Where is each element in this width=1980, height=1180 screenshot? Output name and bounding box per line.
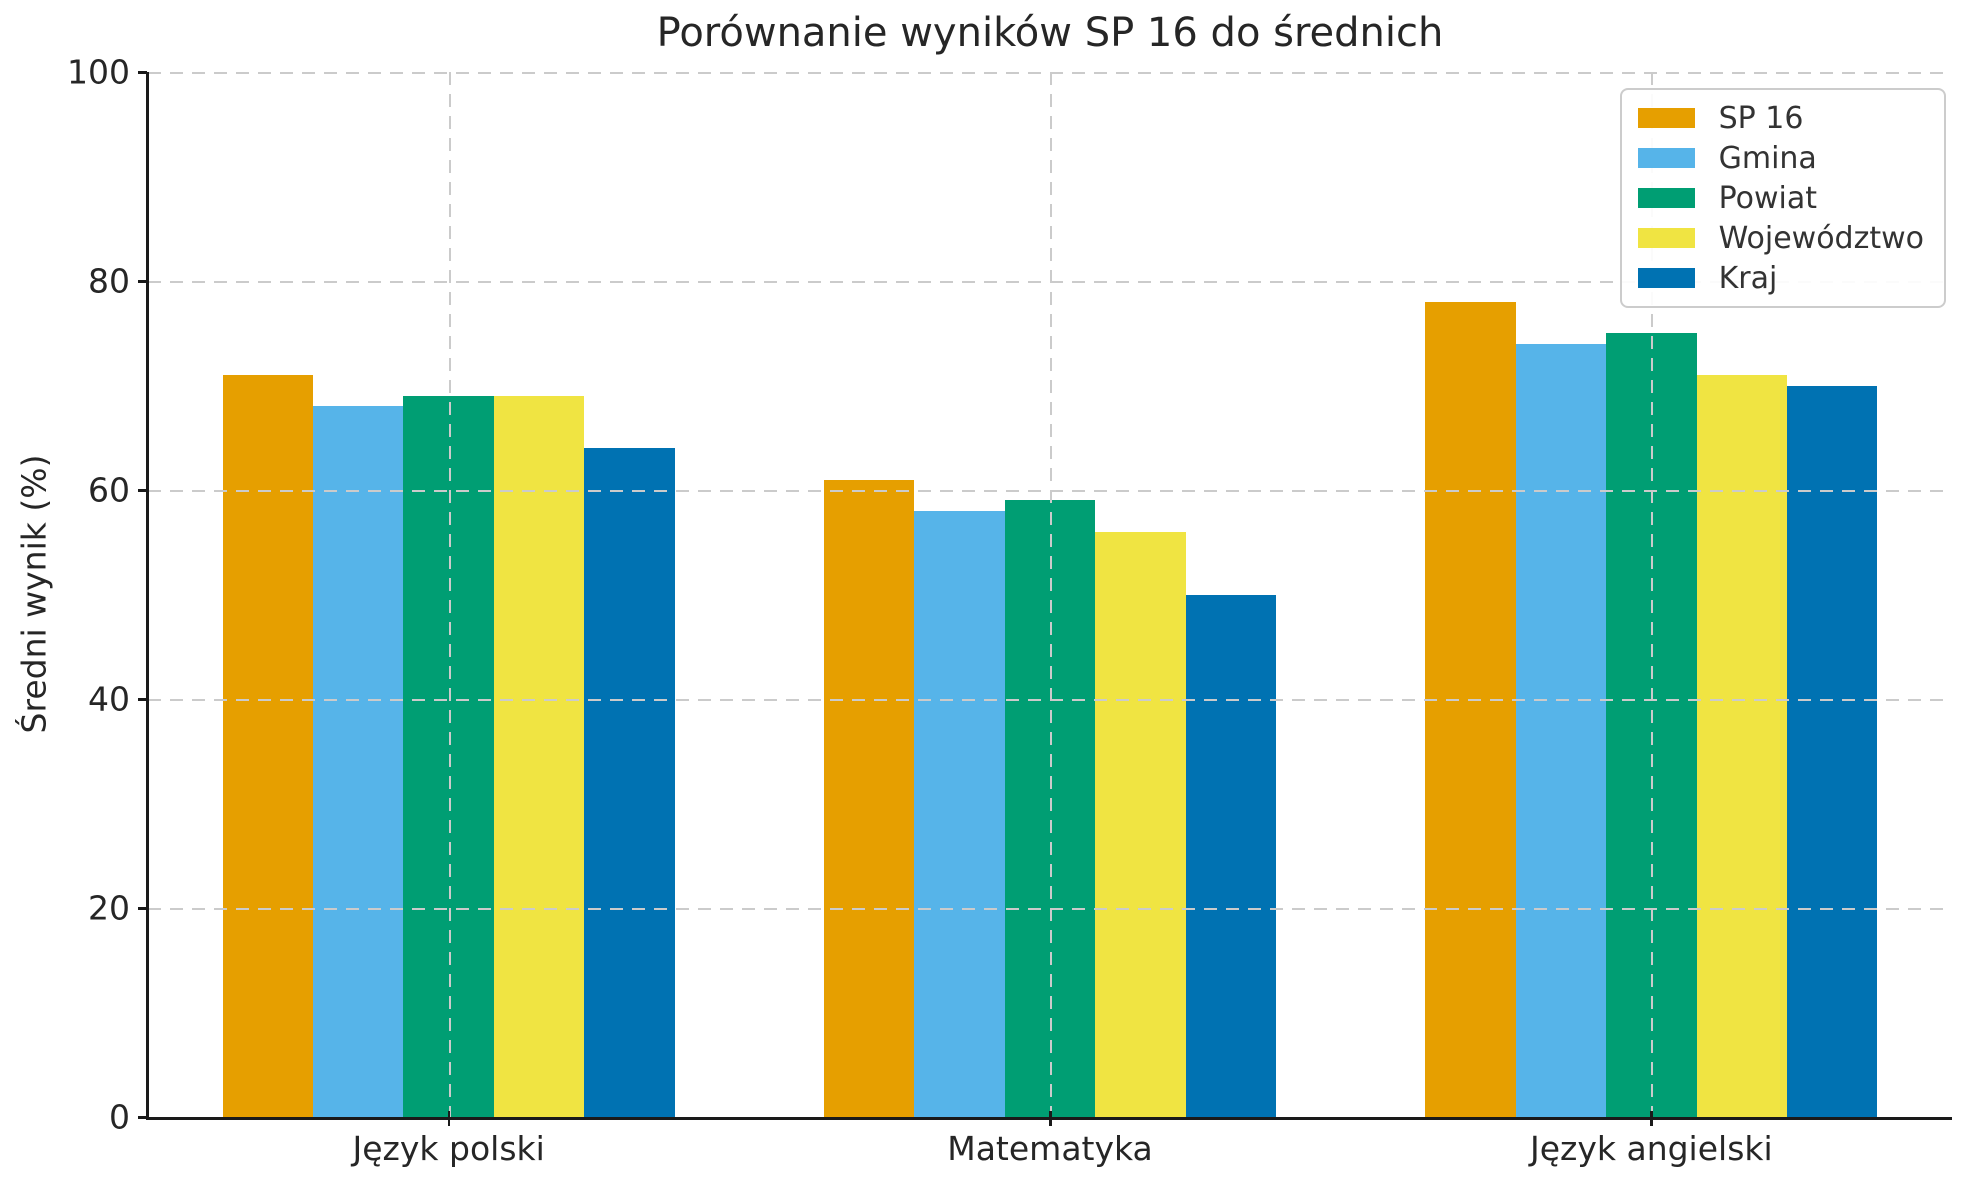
- ytick-label-40: 40: [88, 679, 130, 719]
- bar-województwo-matematyka: [1095, 531, 1186, 1117]
- ytick-label-100: 100: [67, 52, 130, 92]
- legend-swatch-sp-16: [1637, 108, 1695, 128]
- legend-swatch-gmina: [1637, 148, 1695, 168]
- xtick-label-język-angielski: Język angielski: [1529, 1129, 1773, 1168]
- ytick-mark-40: [138, 698, 147, 701]
- legend-label-sp-16: SP 16: [1718, 100, 1804, 136]
- legend-swatch-kraj: [1637, 268, 1695, 288]
- ytick-mark-100: [138, 71, 147, 74]
- xtick-label-matematyka: Matematyka: [947, 1129, 1153, 1168]
- bar-sp-16-język-polski: [222, 375, 314, 1117]
- bar-województwo-język-polski: [493, 395, 585, 1117]
- legend-item-sp-16: SP 16: [1637, 98, 1924, 138]
- ytick-label-80: 80: [88, 261, 130, 301]
- chart-title: Porównanie wyników SP 16 do średnich: [656, 10, 1444, 56]
- legend-label-województwo: Województwo: [1718, 220, 1924, 256]
- legend-item-gmina: Gmina: [1637, 138, 1924, 178]
- ytick-label-20: 20: [88, 888, 130, 928]
- v-gridline-język-polski: [448, 72, 451, 1117]
- legend-swatch-województwo: [1637, 228, 1695, 248]
- bar-województwo-język-angielski: [1696, 375, 1787, 1117]
- bar-sp-16-matematyka: [823, 479, 915, 1117]
- legend-label-gmina: Gmina: [1718, 140, 1817, 176]
- xtick-label-język-polski: Język polski: [352, 1129, 545, 1168]
- y-axis-spine: [146, 72, 149, 1119]
- bar-kraj-język-angielski: [1786, 385, 1878, 1117]
- xtick-mark-matematyka: [1049, 1111, 1052, 1126]
- ytick-mark-20: [138, 907, 147, 910]
- legend-label-powiat: Powiat: [1718, 180, 1818, 216]
- bar-kraj-język-polski: [584, 448, 675, 1117]
- legend-item-kraj: Kraj: [1637, 258, 1924, 298]
- bar-gmina-matematyka: [914, 510, 1005, 1117]
- legend-swatch-powiat: [1637, 188, 1695, 208]
- ytick-mark-0: [138, 1116, 147, 1119]
- ytick-label-0: 0: [109, 1097, 130, 1137]
- v-gridline-matematyka: [1050, 72, 1052, 1117]
- legend-item-województwo: Województwo: [1637, 218, 1924, 258]
- bar-powiat-matematyka: [1004, 500, 1096, 1117]
- ytick-mark-80: [138, 280, 147, 283]
- v-gridline-język-angielski: [1651, 72, 1654, 1117]
- ytick-mark-60: [138, 489, 147, 492]
- bar-gmina-język-angielski: [1515, 343, 1607, 1117]
- xtick-mark-język-polski: [447, 1111, 451, 1126]
- ytick-label-60: 60: [88, 470, 130, 510]
- plot-area: [148, 72, 1952, 1117]
- bar-sp-16-język-angielski: [1425, 301, 1516, 1117]
- bar-gmina-język-polski: [313, 406, 404, 1117]
- legend: SP 16 Gmina Powiat Województwo Kraj: [1619, 88, 1946, 308]
- xtick-mark-język-angielski: [1650, 1111, 1653, 1126]
- bar-kraj-matematyka: [1185, 594, 1277, 1117]
- legend-item-powiat: Powiat: [1637, 178, 1924, 218]
- legend-label-kraj: Kraj: [1718, 260, 1778, 296]
